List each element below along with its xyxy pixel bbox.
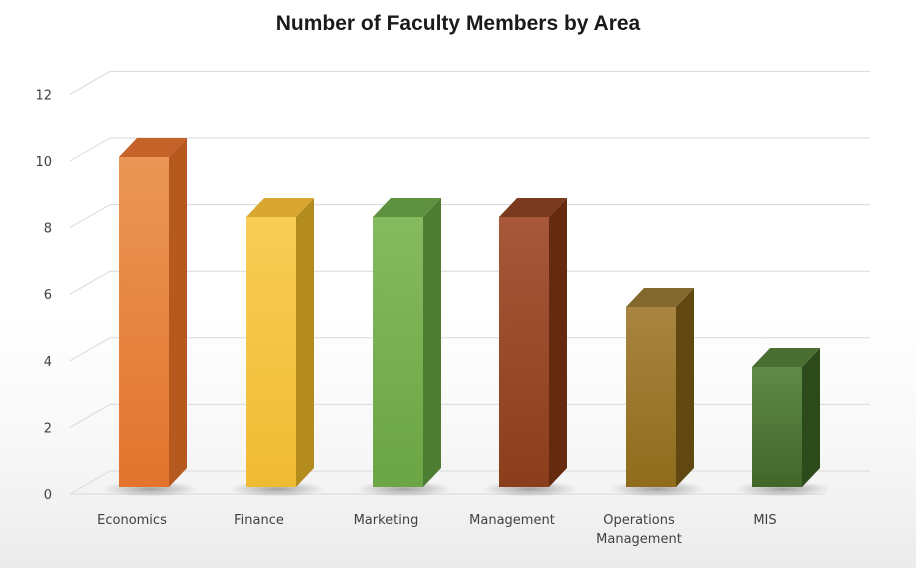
gridline — [69, 70, 870, 95]
x-tick-label: Marketing — [354, 513, 419, 528]
gridline — [69, 204, 870, 229]
x-tick-label: Management — [469, 513, 555, 528]
bar-top — [752, 348, 820, 367]
chart-title: Number of Faculty Members by Area — [275, 12, 641, 35]
y-tick-label: 6 — [44, 288, 52, 303]
bar-side — [676, 288, 694, 487]
y-tick-label: 2 — [44, 421, 52, 436]
gridline — [69, 270, 870, 295]
bar — [102, 138, 198, 497]
bar-side — [549, 198, 567, 487]
bar-top — [626, 288, 694, 307]
x-tick-label: MIS — [753, 513, 776, 528]
y-tick-label: 8 — [44, 222, 52, 237]
gridline — [69, 137, 870, 162]
bar-side — [802, 348, 820, 487]
y-tick-label: 0 — [44, 488, 52, 503]
bar-front — [246, 217, 296, 487]
y-tick-label: 10 — [35, 155, 52, 170]
bar-front — [752, 367, 802, 487]
bar-side — [169, 138, 187, 487]
x-tick-label: Operations Management — [596, 513, 682, 547]
bar — [482, 198, 578, 497]
gridline — [69, 403, 870, 428]
bar — [735, 348, 831, 497]
grid-layer — [69, 70, 870, 495]
bar — [609, 288, 705, 497]
bar-front — [626, 307, 676, 487]
bar-side — [296, 198, 314, 487]
bar-front — [119, 157, 169, 487]
x-axis: Economics Finance Marketing Management Opera… — [97, 513, 777, 547]
gridline — [69, 470, 870, 495]
y-axis: 0 2 4 6 8 10 12 — [35, 88, 52, 503]
bar — [356, 198, 452, 497]
bar-layer — [102, 138, 831, 497]
bar-front — [499, 217, 549, 487]
bar-top — [373, 198, 441, 217]
y-tick-label: 12 — [35, 88, 52, 103]
bar-front — [373, 217, 423, 487]
bar-top — [246, 198, 314, 217]
bar-top — [119, 138, 187, 157]
bar-side — [423, 198, 441, 487]
bar — [229, 198, 325, 497]
bar-top — [499, 198, 567, 217]
gridline — [69, 337, 870, 362]
x-tick-label: Finance — [234, 513, 284, 528]
y-tick-label: 4 — [44, 355, 52, 370]
x-tick-label: Economics — [97, 513, 167, 528]
